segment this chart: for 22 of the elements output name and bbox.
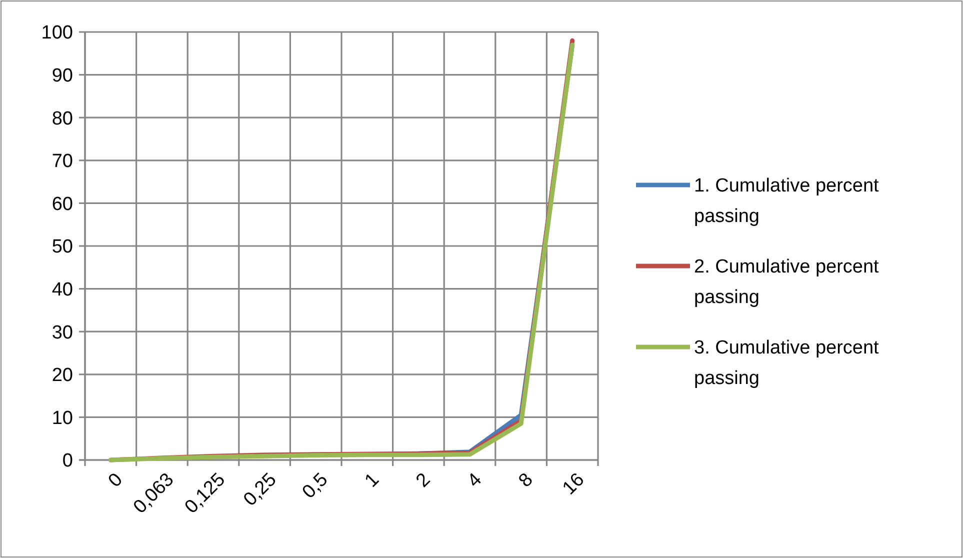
y-tick-label: 50 <box>52 236 73 258</box>
y-tick-label: 90 <box>52 65 73 86</box>
x-tick-label: 1 <box>361 469 384 492</box>
x-tick-label: 4 <box>464 469 486 492</box>
y-tick-label: 100 <box>41 22 73 44</box>
x-tick-label: 16 <box>558 469 589 500</box>
x-tick-label: 8 <box>514 469 538 492</box>
y-tick-label: 20 <box>52 365 73 386</box>
x-tick-label: 0,5 <box>298 469 332 503</box>
y-tick-label: 40 <box>52 279 73 300</box>
legend-label: 1. Cumulative percent passing <box>694 176 880 228</box>
y-tick-label: 0 <box>62 450 73 472</box>
x-tick-label: 2 <box>412 469 435 492</box>
y-tick-label: 80 <box>52 108 73 130</box>
x-tick-label: 0,25 <box>240 469 281 510</box>
y-tick-label: 60 <box>52 194 73 215</box>
y-tick-label: 70 <box>52 151 73 172</box>
x-tick-label: 0 <box>104 469 127 492</box>
legend-label: 3. Cumulative percent passing <box>694 338 880 390</box>
y-tick-label: 10 <box>52 408 73 429</box>
legend-label: 2. Cumulative percent passing <box>694 256 880 308</box>
y-tick-label: 30 <box>52 322 73 344</box>
